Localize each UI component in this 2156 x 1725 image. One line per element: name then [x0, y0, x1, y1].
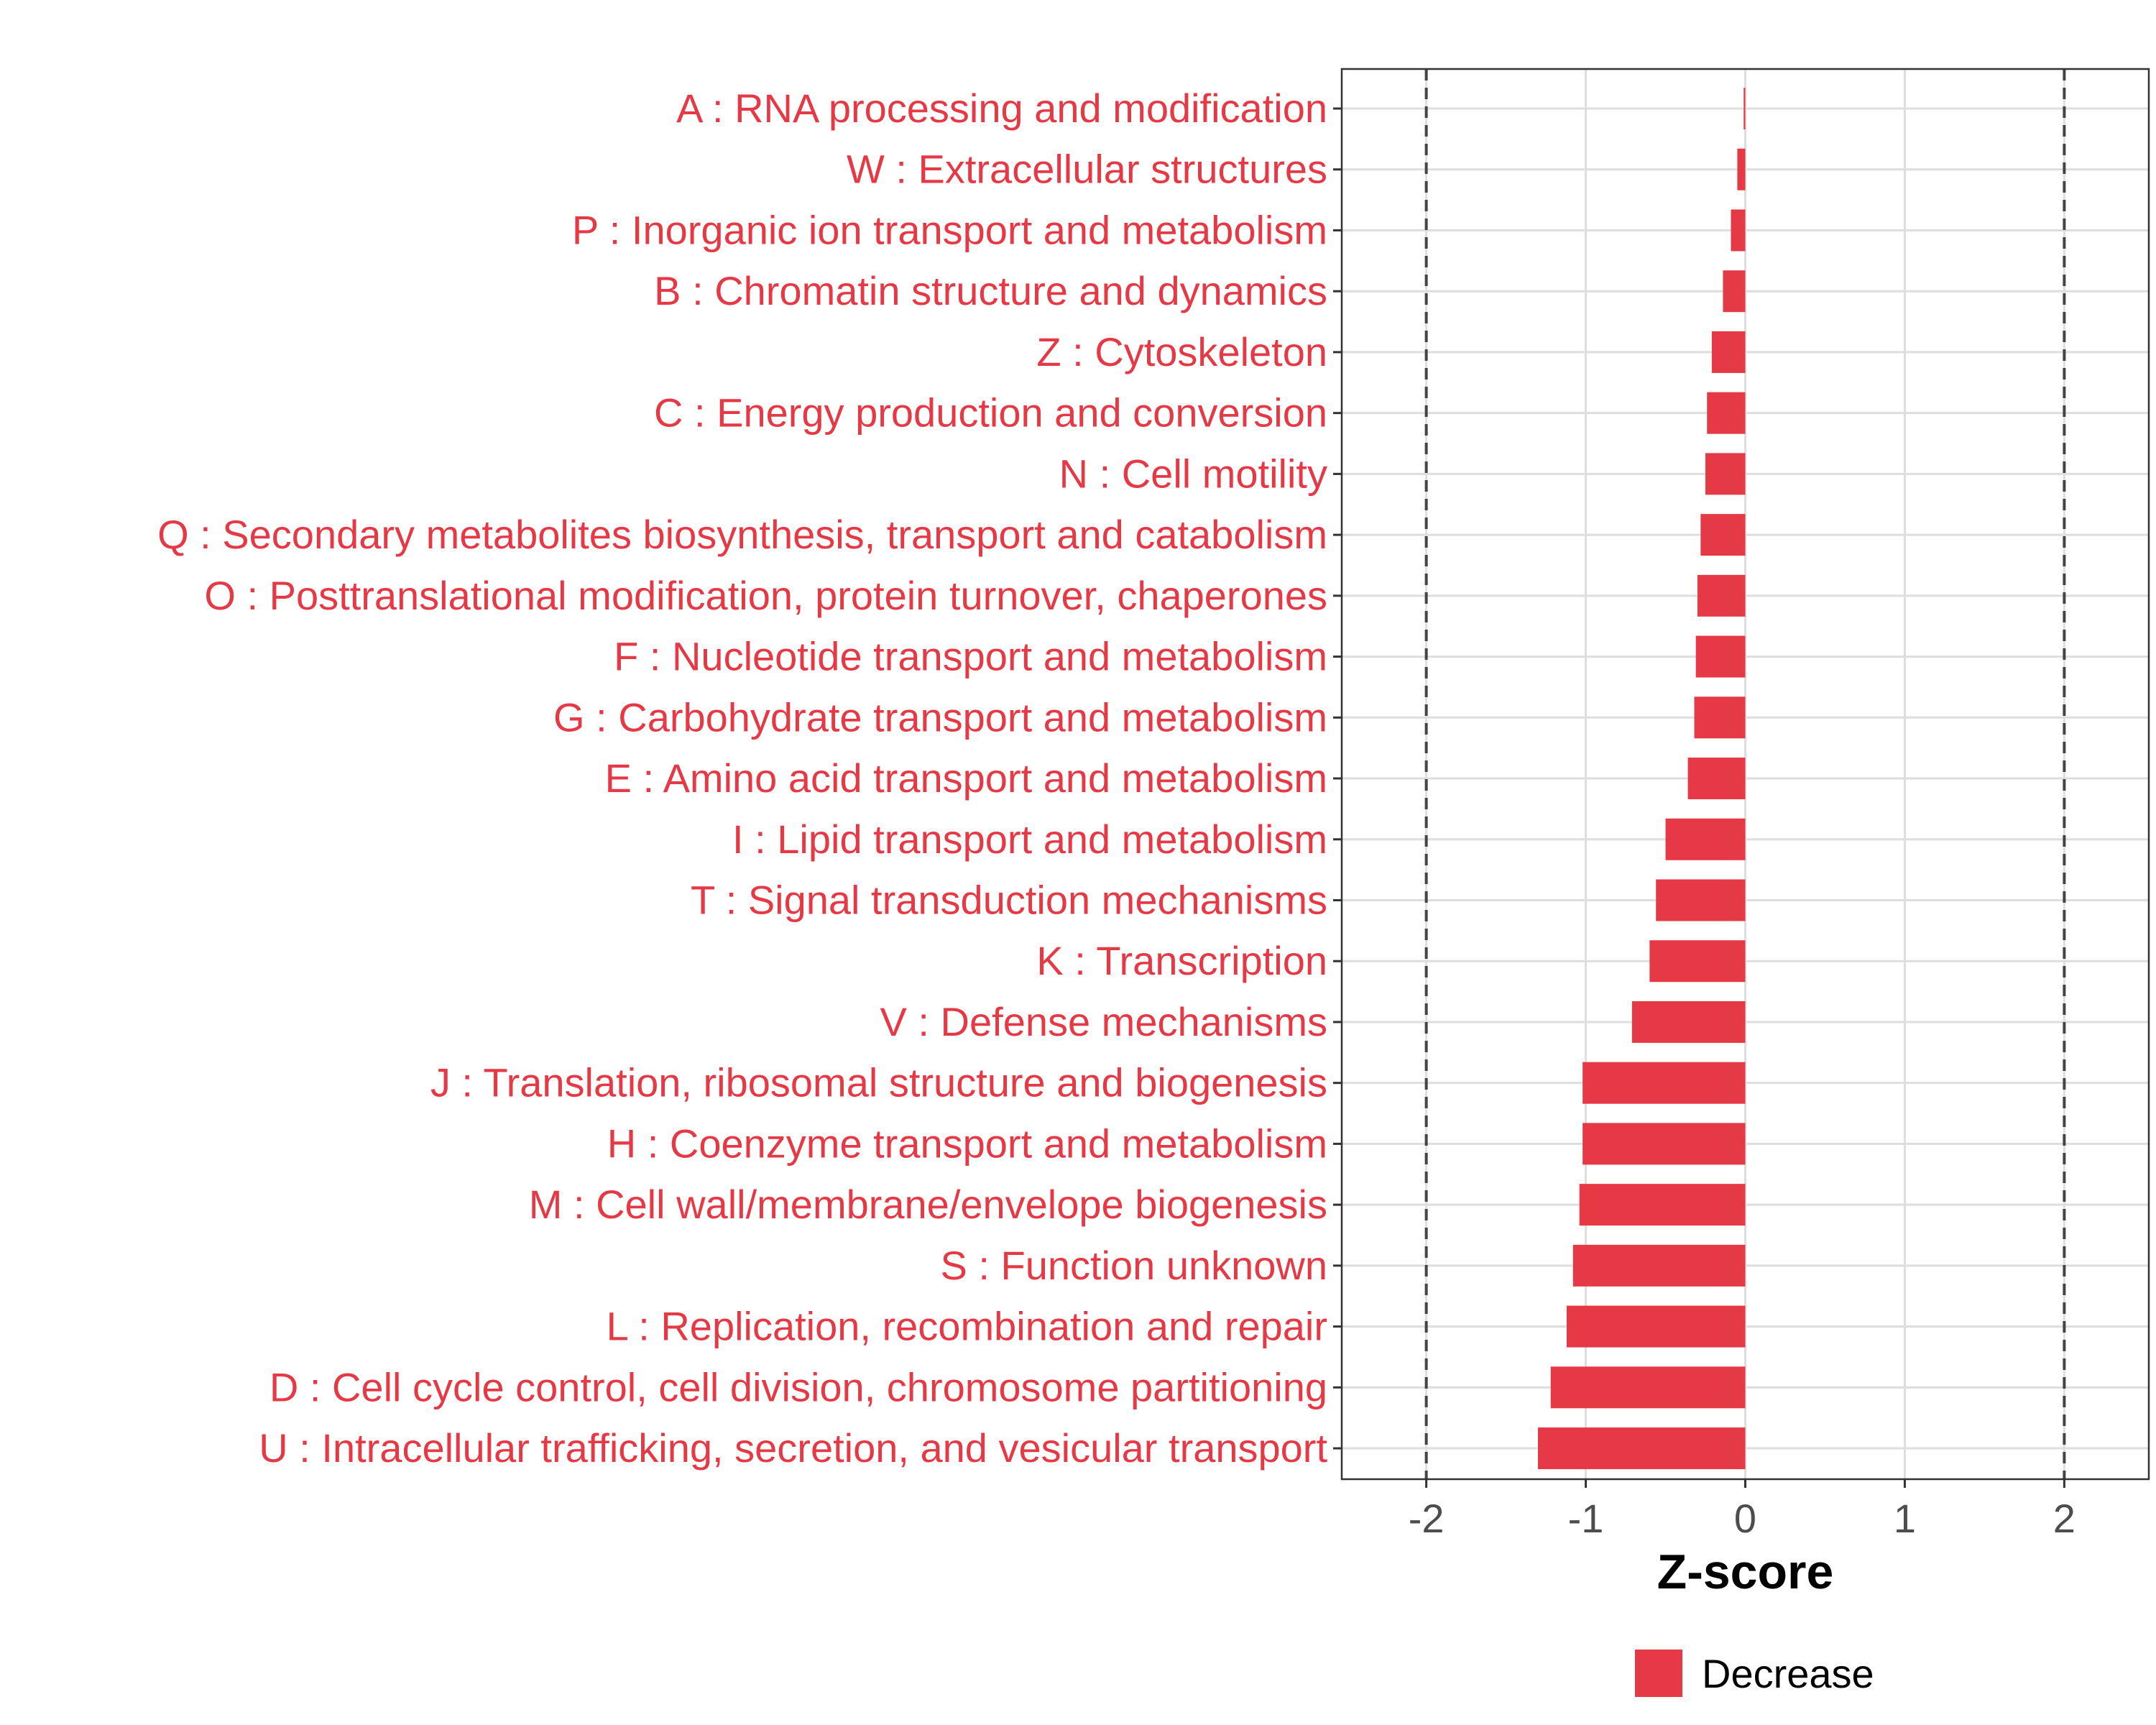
category-label: P : Inorganic ion transport and metaboli…	[572, 207, 1327, 252]
y-axis: A : RNA processing and modification W : E…	[157, 86, 1342, 1471]
bar	[1723, 270, 1746, 313]
category-label: A : RNA processing and modification	[676, 86, 1327, 131]
category-label: L : Replication, recombination and repai…	[607, 1304, 1327, 1349]
bar	[1550, 1366, 1746, 1409]
legend: Decrease	[1635, 1650, 1874, 1697]
category-label: E : Amino acid transport and metabolism	[605, 755, 1327, 801]
x-tick-label: 1	[1894, 1496, 1916, 1541]
category-label: D : Cell cycle control, cell division, c…	[270, 1364, 1327, 1409]
bar	[1695, 635, 1746, 678]
category-label: O : Posttranslational modification, prot…	[204, 573, 1327, 618]
bar	[1665, 818, 1746, 860]
bar	[1697, 574, 1746, 617]
category-label: B : Chromatin structure and dynamics	[654, 268, 1327, 313]
reference-lines	[1424, 69, 2066, 1479]
category-label: G : Carbohydrate transport and metabolis…	[553, 694, 1327, 740]
bar	[1583, 1123, 1746, 1165]
category-label: C : Energy production and conversion	[654, 390, 1327, 436]
category-label: U : Intracellular trafficking, secretion…	[259, 1425, 1327, 1471]
bar	[1566, 1305, 1746, 1348]
category-label: N : Cell motility	[1059, 451, 1327, 496]
bar	[1711, 331, 1746, 373]
bar	[1656, 879, 1746, 921]
bar	[1705, 453, 1746, 495]
category-label: Z : Cytoskeleton	[1036, 329, 1327, 374]
category-label: Q : Secondary metabolites biosynthesis, …	[157, 512, 1327, 557]
category-label: F : Nucleotide transport and metabolism	[614, 634, 1327, 679]
bar	[1694, 696, 1746, 739]
legend-swatch-decrease	[1635, 1650, 1682, 1697]
bar	[1737, 148, 1746, 190]
bar	[1579, 1184, 1746, 1226]
category-label: W : Extracellular structures	[847, 147, 1327, 192]
bar	[1572, 1244, 1746, 1287]
x-tick-label: -2	[1409, 1496, 1445, 1541]
bar	[1731, 209, 1746, 252]
x-tick-label: -1	[1568, 1496, 1604, 1541]
category-label: M : Cell wall/membrane/envelope biogenes…	[529, 1182, 1327, 1227]
x-axis-title: Z-score	[1657, 1545, 1834, 1599]
category-label: V : Defense mechanisms	[880, 999, 1327, 1044]
x-tick-label: 0	[1734, 1496, 1756, 1541]
x-axis: -2 -1 0 1 2	[1409, 1479, 2076, 1541]
bar	[1687, 758, 1746, 800]
bar	[1537, 1427, 1746, 1470]
bar	[1631, 1000, 1746, 1043]
legend-label-decrease: Decrease	[1702, 1651, 1874, 1696]
bar	[1583, 1062, 1746, 1104]
category-label: H : Coenzyme transport and metabolism	[607, 1121, 1327, 1166]
bar	[1649, 940, 1746, 983]
category-label: S : Function unknown	[940, 1243, 1327, 1288]
bar	[1700, 514, 1746, 556]
category-label: K : Transcription	[1036, 938, 1327, 983]
bar-layer	[1537, 88, 1746, 1470]
category-label: I : Lipid transport and metabolism	[732, 816, 1327, 862]
category-label: T : Signal transduction mechanisms	[691, 877, 1327, 922]
x-tick-label: 2	[2053, 1496, 2076, 1541]
bar	[1707, 392, 1746, 434]
category-label: J : Translation, ribosomal structure and…	[430, 1060, 1327, 1105]
bar	[1743, 88, 1746, 129]
